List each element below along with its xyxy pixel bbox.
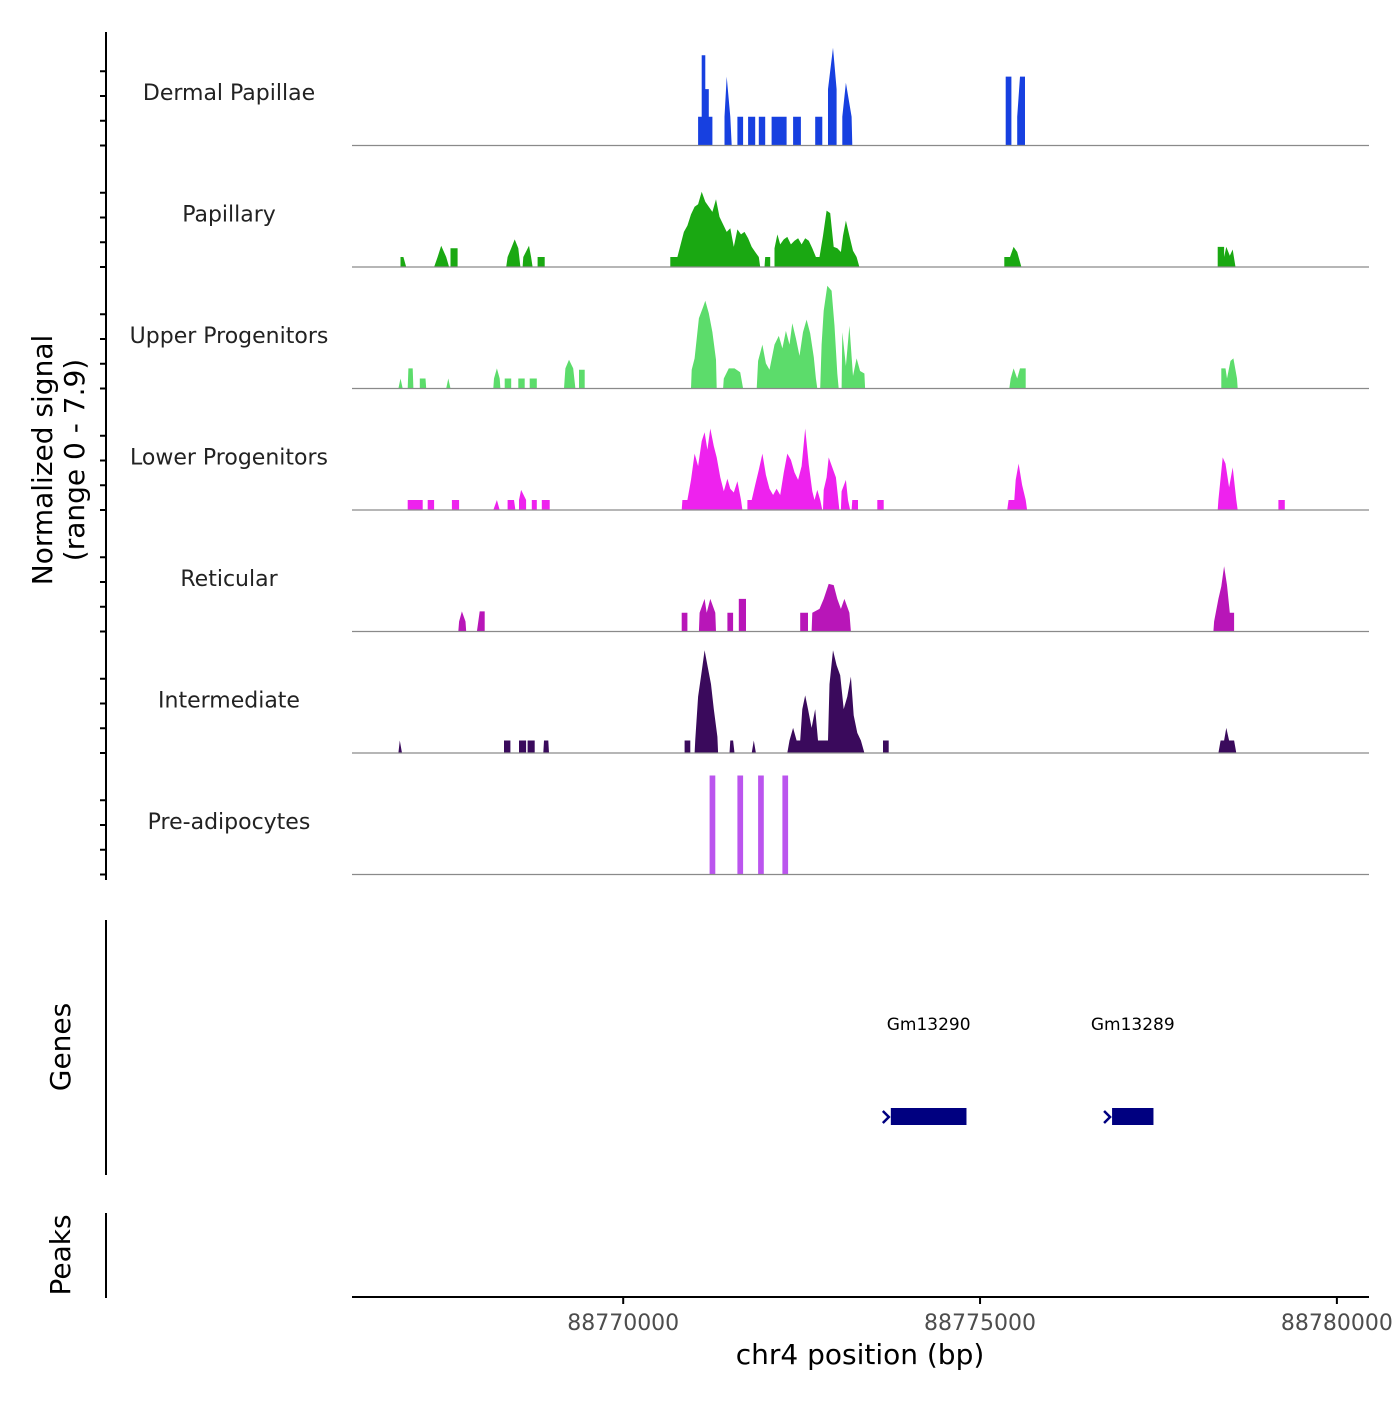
x-axis-ticks: 88770000 88775000 88780000 [567, 1297, 1393, 1336]
gene-body [1112, 1108, 1154, 1125]
peaks-axis-title: Peaks [44, 1214, 77, 1295]
track-reticular: Reticular [180, 566, 1369, 633]
track-label-pre-adipocytes: Pre-adipocytes [148, 810, 311, 835]
signal-area-papillary [400, 191, 1236, 267]
track-papillary: Papillary [182, 191, 1369, 268]
signal-area-dermal-papillae [698, 47, 1025, 146]
x-tick-label: 88775000 [924, 1311, 1036, 1336]
track-label-lower-progenitors: Lower Progenitors [130, 446, 328, 471]
signal-area-upper-progenitors [398, 285, 1238, 389]
signal-y-axis [100, 32, 107, 880]
track-dermal-papillae: Dermal Papillae [143, 47, 1369, 147]
signal-axis-ticks [100, 70, 106, 876]
signal-area-lower-progenitors [407, 428, 1285, 510]
strand-arrow-icon [881, 1110, 891, 1124]
gene-annotations: Gm13290 Gm13289 [881, 1015, 1175, 1125]
gene-label: Gm13289 [1091, 1015, 1175, 1035]
x-tick-label: 88780000 [1281, 1311, 1393, 1336]
signal-tracks: Dermal Papillae Papillary Upper Progenitor… [130, 47, 1369, 876]
track-pre-adipocytes: Pre-adipocytes [148, 775, 1369, 876]
genes-panel: Genes Gm13290 Gm13289 [44, 920, 1175, 1175]
signal-area-pre-adipocytes [709, 775, 789, 875]
x-axis-title: chr4 position (bp) [736, 1338, 985, 1371]
peaks-panel: Peaks [44, 1213, 107, 1298]
signal-axis-title-line2: (range 0 - 7.9) [58, 359, 91, 561]
track-upper-progenitors: Upper Progenitors [130, 285, 1369, 390]
gene-label: Gm13290 [887, 1015, 971, 1035]
track-intermediate: Intermediate [158, 650, 1369, 754]
track-label-reticular: Reticular [180, 567, 278, 592]
track-label-dermal-papillae: Dermal Papillae [143, 81, 315, 106]
gene-gm13290: Gm13290 [881, 1015, 971, 1125]
gene-body [890, 1108, 967, 1125]
x-tick-label: 88770000 [567, 1311, 679, 1336]
gene-gm13289: Gm13289 [1091, 1015, 1175, 1125]
signal-area-intermediate [398, 650, 1237, 753]
signal-axis-title-line1: Normalized signal [26, 335, 59, 586]
track-label-upper-progenitors: Upper Progenitors [130, 324, 329, 349]
track-label-intermediate: Intermediate [158, 689, 300, 714]
track-lower-progenitors: Lower Progenitors [130, 428, 1369, 511]
genes-axis-title: Genes [44, 1003, 77, 1091]
signal-area-reticular [458, 566, 1235, 632]
x-axis: 88770000 88775000 88780000 chr4 position (… [352, 1296, 1393, 1371]
track-label-papillary: Papillary [182, 203, 276, 228]
strand-arrow-icon [1103, 1110, 1112, 1124]
